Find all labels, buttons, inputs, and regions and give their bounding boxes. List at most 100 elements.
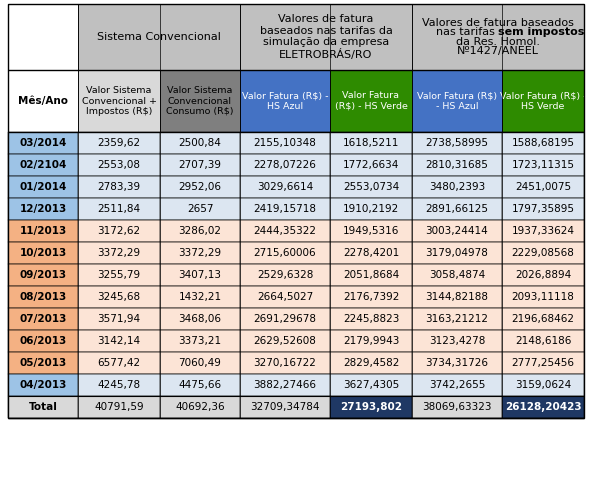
Text: 1772,6634: 1772,6634 — [343, 160, 399, 170]
Bar — [78, 154, 160, 176]
Text: nas tarifas: nas tarifas — [436, 27, 498, 37]
Bar — [8, 132, 78, 154]
Text: 1588,68195: 1588,68195 — [511, 138, 574, 148]
Bar — [412, 286, 502, 308]
Text: 2500,84: 2500,84 — [179, 138, 221, 148]
Bar — [8, 198, 78, 220]
Bar — [502, 286, 584, 308]
Bar — [330, 308, 412, 330]
Text: 2278,4201: 2278,4201 — [343, 248, 399, 258]
Text: 2664,5027: 2664,5027 — [257, 292, 313, 302]
Bar — [160, 242, 240, 264]
Text: 2952,06: 2952,06 — [179, 182, 221, 192]
Text: 2419,15718: 2419,15718 — [253, 204, 317, 214]
Bar — [412, 70, 502, 132]
Text: 2444,35322: 2444,35322 — [253, 226, 317, 236]
Text: 3372,29: 3372,29 — [98, 248, 140, 258]
Bar — [240, 176, 330, 198]
Text: 07/2013: 07/2013 — [20, 314, 67, 324]
Text: 1618,5211: 1618,5211 — [343, 138, 399, 148]
Bar — [330, 154, 412, 176]
Text: 2451,0075: 2451,0075 — [515, 182, 571, 192]
Bar — [330, 396, 412, 418]
Bar — [502, 396, 584, 418]
Bar — [240, 242, 330, 264]
Text: 3255,79: 3255,79 — [98, 270, 140, 280]
Bar — [502, 220, 584, 242]
Text: Valores de fatura baseados: Valores de fatura baseados — [422, 18, 574, 28]
Bar — [240, 286, 330, 308]
Bar — [240, 220, 330, 242]
Bar — [78, 132, 160, 154]
Bar — [8, 70, 78, 132]
Bar — [412, 220, 502, 242]
Bar — [502, 154, 584, 176]
Bar — [412, 264, 502, 286]
Text: 3571,94: 3571,94 — [98, 314, 140, 324]
Text: Valor Fatura (R$) -
HS Azul: Valor Fatura (R$) - HS Azul — [242, 91, 328, 111]
Bar — [240, 154, 330, 176]
Text: 2657: 2657 — [186, 204, 213, 214]
Text: 3734,31726: 3734,31726 — [426, 358, 488, 368]
Text: 1432,21: 1432,21 — [178, 292, 221, 302]
Text: 3286,02: 3286,02 — [179, 226, 221, 236]
Bar — [330, 242, 412, 264]
Text: 3245,68: 3245,68 — [98, 292, 140, 302]
Bar — [160, 198, 240, 220]
Bar — [78, 220, 160, 242]
Text: 2155,10348: 2155,10348 — [253, 138, 317, 148]
Text: 2093,11118: 2093,11118 — [511, 292, 574, 302]
Text: 26128,20423: 26128,20423 — [505, 402, 581, 412]
Bar — [160, 132, 240, 154]
Text: 3144,82188: 3144,82188 — [426, 292, 488, 302]
Bar — [160, 308, 240, 330]
Text: 3142,14: 3142,14 — [98, 336, 140, 346]
Text: 2511,84: 2511,84 — [98, 204, 140, 214]
Bar — [160, 220, 240, 242]
Text: 3480,2393: 3480,2393 — [429, 182, 485, 192]
Text: Sistema Convencional: Sistema Convencional — [97, 32, 221, 42]
Text: 4475,66: 4475,66 — [178, 380, 221, 390]
Text: 2148,6186: 2148,6186 — [515, 336, 571, 346]
Bar — [8, 4, 78, 70]
Bar — [330, 374, 412, 396]
Text: 2829,4582: 2829,4582 — [343, 358, 399, 368]
Text: 2179,9943: 2179,9943 — [343, 336, 399, 346]
Text: 40692,36: 40692,36 — [175, 402, 225, 412]
Text: 27193,802: 27193,802 — [340, 402, 402, 412]
Text: 05/2013: 05/2013 — [20, 358, 67, 368]
Bar — [412, 132, 502, 154]
Bar — [8, 242, 78, 264]
Bar — [412, 352, 502, 374]
Bar — [8, 308, 78, 330]
Bar — [412, 374, 502, 396]
Text: 10/2013: 10/2013 — [20, 248, 67, 258]
Text: 3270,16722: 3270,16722 — [253, 358, 317, 368]
Bar — [160, 330, 240, 352]
Text: 38069,63323: 38069,63323 — [422, 402, 492, 412]
Text: 1949,5316: 1949,5316 — [343, 226, 399, 236]
Text: Total: Total — [28, 402, 57, 412]
Text: 2026,8894: 2026,8894 — [515, 270, 571, 280]
Bar — [412, 242, 502, 264]
Text: 3159,0624: 3159,0624 — [515, 380, 571, 390]
Bar — [8, 220, 78, 242]
Text: 6577,42: 6577,42 — [98, 358, 140, 368]
Bar — [330, 176, 412, 198]
Bar — [240, 308, 330, 330]
Bar — [502, 374, 584, 396]
Text: Valores de fatura
baseados nas tarifas da
simulação da empresa
ELETROBRÁS/RO: Valores de fatura baseados nas tarifas d… — [259, 14, 392, 60]
Bar — [412, 4, 584, 70]
Text: 3882,27466: 3882,27466 — [253, 380, 317, 390]
Bar — [78, 264, 160, 286]
Bar — [8, 4, 584, 418]
Text: 2278,07226: 2278,07226 — [253, 160, 317, 170]
Bar — [330, 70, 412, 132]
Text: 2553,08: 2553,08 — [98, 160, 140, 170]
Bar — [8, 374, 78, 396]
Text: 32709,34784: 32709,34784 — [250, 402, 320, 412]
Text: 1797,35895: 1797,35895 — [511, 204, 574, 214]
Bar — [78, 198, 160, 220]
Text: 3123,4278: 3123,4278 — [429, 336, 485, 346]
Bar — [78, 352, 160, 374]
